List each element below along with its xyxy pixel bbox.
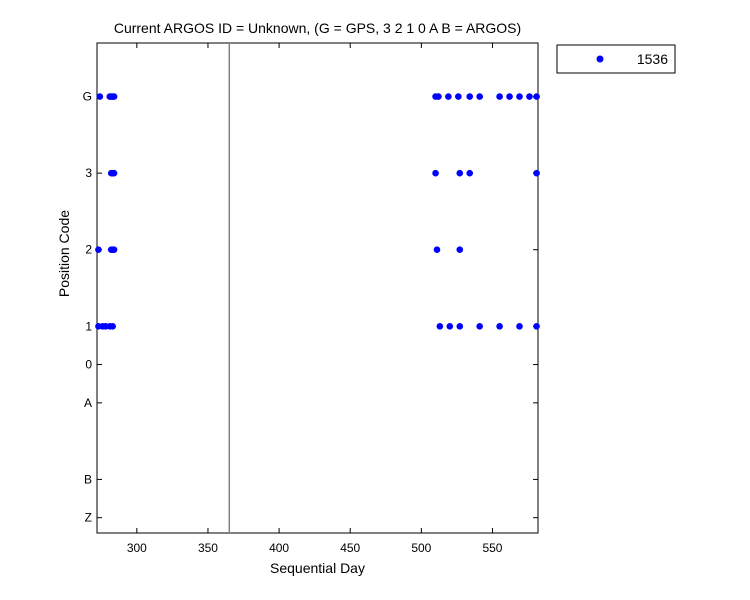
- data-point: [533, 169, 540, 177]
- y-axis-title: Position Code: [56, 210, 72, 297]
- data-point: [506, 93, 513, 100]
- data-point: [466, 169, 474, 177]
- data-point: [476, 322, 483, 330]
- data-point: [496, 93, 503, 100]
- data-point: [456, 322, 464, 330]
- y-tick-label: G: [83, 90, 92, 104]
- data-point: [456, 169, 464, 177]
- data-point: [526, 93, 533, 100]
- data-point: [109, 322, 116, 330]
- data-point: [95, 246, 102, 254]
- y-tick-label: 2: [85, 243, 92, 257]
- data-point: [516, 322, 523, 330]
- y-tick-label: 0: [85, 358, 92, 372]
- data-point: [516, 93, 523, 100]
- data-point: [435, 93, 442, 100]
- data-point: [433, 246, 441, 254]
- data-point: [496, 322, 503, 330]
- chart-title: Current ARGOS ID = Unknown, (G = GPS, 3 …: [114, 20, 521, 36]
- data-point: [445, 93, 452, 100]
- data-point: [456, 246, 464, 254]
- legend-box: [556, 44, 676, 74]
- x-axis-title: Sequential Day: [270, 560, 365, 576]
- legend-marker: [596, 55, 604, 63]
- data-point: [110, 169, 118, 177]
- x-tick-label: 400: [269, 541, 289, 555]
- data-point: [110, 246, 118, 254]
- y-tick-label: 1: [85, 319, 92, 333]
- data-point: [533, 93, 540, 100]
- data-point: [432, 169, 439, 177]
- x-tick-label: 450: [340, 541, 360, 555]
- y-tick-label: B: [84, 472, 92, 486]
- x-tick-label: 500: [411, 541, 431, 555]
- x-tick-label: 550: [482, 541, 502, 555]
- data-point: [110, 93, 118, 100]
- y-tick-label: A: [84, 396, 92, 410]
- data-point: [96, 93, 104, 100]
- data-point: [455, 93, 462, 100]
- data-point: [436, 322, 444, 330]
- x-tick-label: 350: [198, 541, 218, 555]
- data-point: [446, 322, 454, 330]
- y-tick-label: Z: [85, 511, 92, 525]
- data-points: [95, 93, 540, 330]
- legend-label: 1536: [637, 51, 668, 67]
- data-point: [533, 322, 540, 330]
- x-tick-label: 300: [127, 541, 147, 555]
- data-point: [466, 93, 474, 100]
- plot-area: [96, 42, 539, 534]
- data-point: [476, 93, 483, 100]
- legend: 1536: [556, 44, 676, 74]
- x-axis: 300 350 400 450 500 550: [127, 43, 503, 555]
- y-tick-label: 3: [85, 166, 92, 180]
